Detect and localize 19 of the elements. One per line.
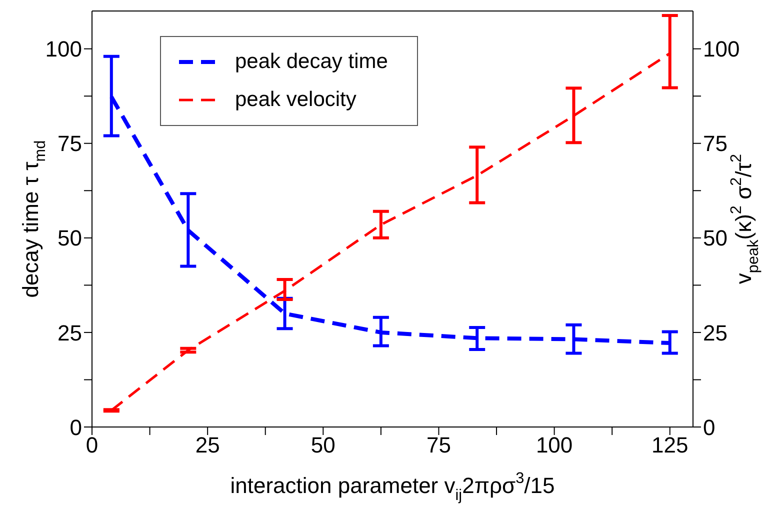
x-tick-label: 75 [426,432,451,458]
y-tick-label: 75 [58,131,82,156]
y2-tick-label: 0 [703,414,716,440]
y2-tick-label: 75 [703,131,728,156]
y-tick-label: 0 [70,414,82,440]
y2-tick-label: 25 [703,320,728,346]
legend-label: peak velocity [235,88,356,111]
x-tick-label: 125 [652,432,688,458]
y-tick-label: 50 [58,226,82,251]
x-tick-label: 25 [195,432,220,458]
x-tick-label: 50 [310,432,336,458]
y2-tick-label: 50 [703,226,728,251]
x-tick-label: 100 [536,432,573,458]
x-tick-label: 0 [86,432,98,458]
y-tick-label: 25 [58,320,82,346]
legend-label: peak decay time [235,50,388,73]
x-axis-title: interaction parameter v$_{ij}$2πρσ$^{3}$/15 [230,470,555,504]
y-tick-label: 100 [45,36,82,62]
y2-tick-label: 100 [703,36,740,62]
